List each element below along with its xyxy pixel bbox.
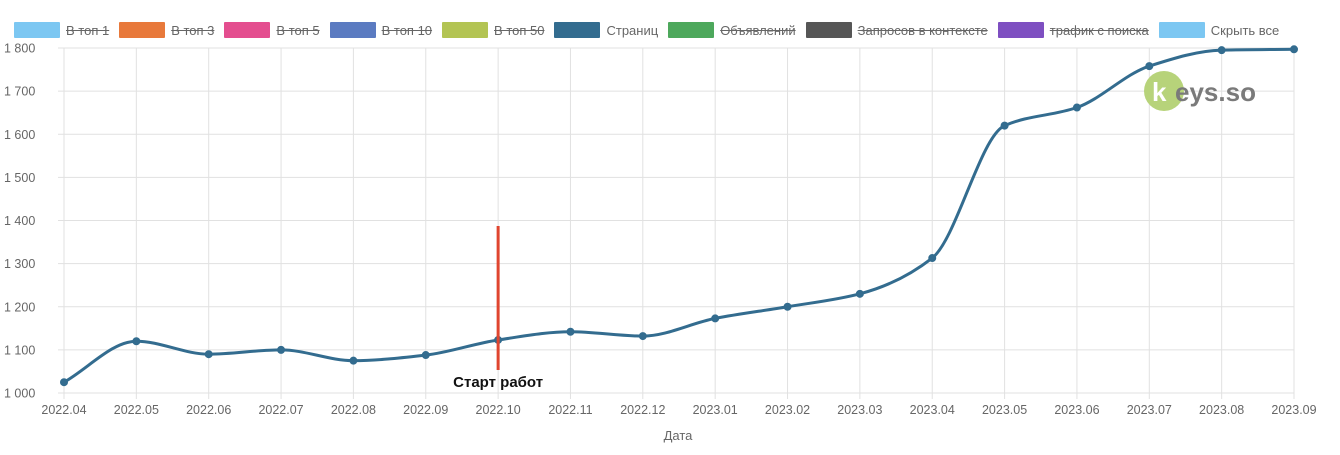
legend-label: Скрыть все: [1210, 22, 1280, 38]
y-tick-label: 1 600: [4, 128, 35, 142]
data-point[interactable]: [1217, 46, 1226, 55]
x-tick-label: 2023.03: [837, 403, 882, 417]
legend-swatch: [668, 22, 715, 38]
x-tick-label: 2022.11: [548, 403, 592, 417]
data-point[interactable]: [855, 289, 864, 298]
x-tick-label: 2023.04: [910, 403, 955, 417]
legend-item[interactable]: Страниц: [554, 22, 658, 38]
data-point[interactable]: [1290, 45, 1298, 54]
legend-item[interactable]: трафик с поиска: [997, 22, 1149, 38]
series-layer: [60, 45, 1298, 387]
legend-swatch: [329, 22, 376, 38]
data-point[interactable]: [711, 314, 720, 323]
data-point[interactable]: [783, 302, 792, 311]
legend-label: Объявлений: [720, 22, 796, 38]
legend-swatch: [554, 22, 601, 38]
watermark-text: eys.so: [1175, 77, 1256, 107]
legend-label: В топ 10: [381, 22, 433, 38]
x-tick-label: 2023.06: [1054, 403, 1099, 417]
data-point[interactable]: [132, 337, 141, 346]
y-tick-label: 1 300: [4, 257, 35, 271]
data-point[interactable]: [1072, 103, 1081, 112]
y-tick-label: 1 500: [4, 171, 35, 185]
legend-item[interactable]: В топ 5: [224, 22, 320, 38]
annotation-label: Старт работ: [453, 374, 543, 391]
grid-layer: [58, 47, 1295, 399]
legend-item[interactable]: Объявлений: [668, 22, 796, 38]
y-tick-label: 1 700: [4, 85, 35, 99]
x-tick-label: 2022.06: [186, 403, 231, 417]
legend-swatch: [442, 22, 489, 38]
legend-swatch: [997, 22, 1044, 38]
x-tick-label: 2023.08: [1199, 403, 1244, 417]
x-axis-title: Дата: [664, 428, 694, 443]
data-point[interactable]: [277, 345, 286, 354]
x-tick-label: 2022.07: [258, 403, 303, 417]
data-point[interactable]: [566, 327, 575, 336]
data-point[interactable]: [204, 350, 213, 359]
legend-label: В топ 3: [171, 22, 215, 38]
x-tick-label: 2022.12: [620, 403, 665, 417]
legend-item[interactable]: Скрыть все: [1158, 22, 1280, 38]
watermark-circle: [1144, 71, 1184, 111]
x-tick-label: 2023.02: [765, 403, 810, 417]
x-tick-label: 2022.09: [403, 403, 448, 417]
legend-label: В топ 5: [276, 22, 320, 38]
y-tick-label: 1 000: [4, 387, 35, 401]
data-point[interactable]: [60, 378, 68, 387]
data-point[interactable]: [928, 254, 937, 263]
y-tick-label: 1 800: [4, 42, 35, 56]
y-tick-label: 1 200: [4, 300, 35, 314]
x-tick-label: 2022.08: [331, 403, 376, 417]
annotation-layer: Старт работ: [453, 226, 543, 391]
legend-swatch: [1158, 22, 1205, 38]
watermark-k: k: [1152, 77, 1167, 107]
data-point[interactable]: [638, 332, 647, 341]
data-point[interactable]: [349, 356, 358, 365]
legend-label: В топ 1: [66, 22, 110, 38]
legend-swatch: [14, 22, 60, 38]
legend-item[interactable]: В топ 50: [442, 22, 544, 38]
legend-swatch: [119, 22, 166, 38]
label-layer: 1 000 1 100 1 200 1 300 1 400 1 500 1 600 1 700…: [4, 42, 1317, 418]
y-tick-label: 1 400: [4, 214, 35, 228]
chart-legend: В топ 1 В топ 3 В топ 5 В топ 10 В топ 50 Стр…: [14, 22, 1289, 38]
x-tick-label: 2023.09: [1271, 403, 1316, 417]
legend-label: Запросов в контексте: [857, 22, 988, 38]
x-tick-label: 2023.01: [693, 403, 738, 417]
data-point[interactable]: [421, 351, 430, 360]
legend-swatch: [224, 22, 271, 38]
x-tick-label: 2022.05: [114, 403, 159, 417]
series-line: [63, 47, 1295, 384]
legend-swatch: [805, 22, 852, 38]
y-tick-label: 1 100: [4, 343, 35, 357]
data-point[interactable]: [1145, 62, 1154, 71]
data-point[interactable]: [1000, 121, 1009, 130]
x-tick-label: 2022.10: [476, 403, 521, 417]
legend-item[interactable]: В топ 1: [14, 22, 109, 38]
x-tick-label: 2023.05: [982, 403, 1027, 417]
legend-item[interactable]: Запросов в контексте: [805, 22, 988, 38]
keys-so-watermark: k eys.so: [1144, 71, 1256, 111]
legend-item[interactable]: В топ 10: [329, 22, 433, 38]
legend-label: трафик с поиска: [1049, 22, 1149, 38]
legend-label: Страниц: [606, 22, 659, 38]
x-tick-label: 2023.07: [1127, 403, 1172, 417]
legend-item[interactable]: В топ 3: [119, 22, 214, 38]
legend-label: В топ 50: [494, 22, 545, 38]
x-tick-label: 2022.04: [41, 403, 86, 417]
